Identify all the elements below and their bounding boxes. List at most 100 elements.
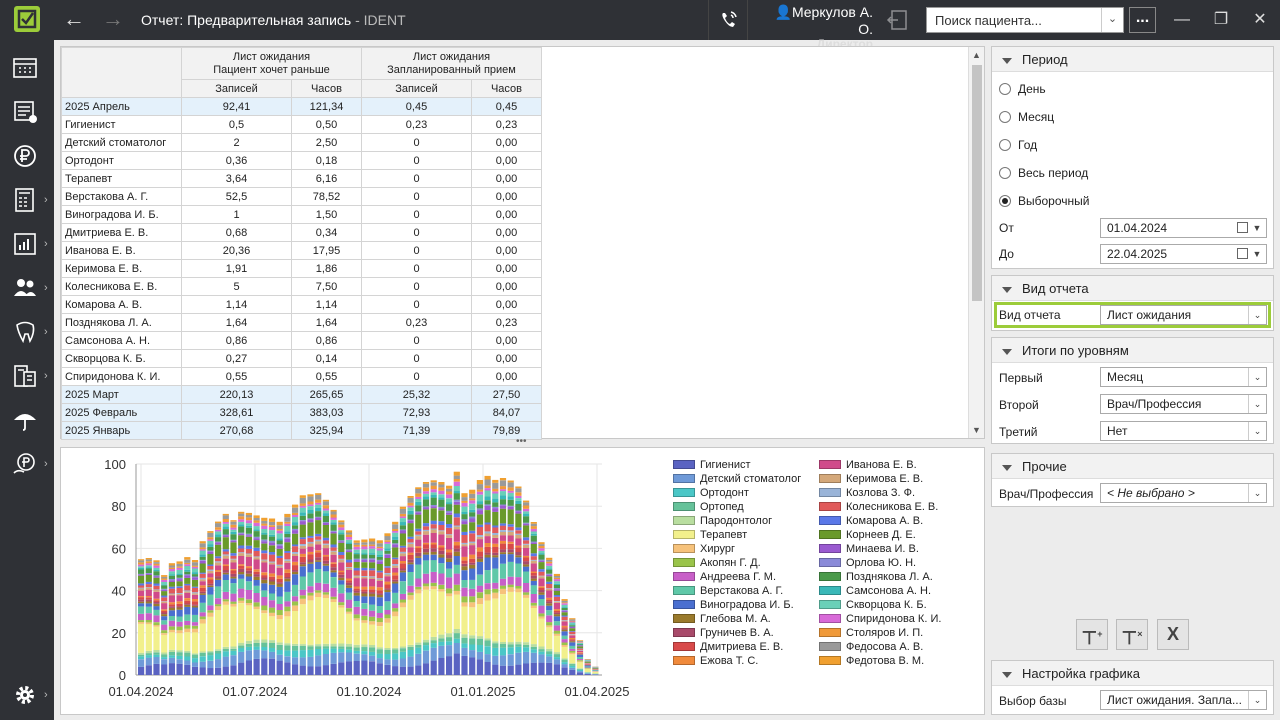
bar-segment[interactable] [469,564,476,569]
bar-segment[interactable] [299,505,306,508]
bar-segment[interactable] [499,588,507,595]
bar-segment[interactable] [576,672,584,675]
bar-segment[interactable] [268,534,276,537]
bar-segment[interactable] [484,640,491,647]
user-block[interactable]: 👤Меркулов А. О. Директор [758,4,873,51]
bar-segment[interactable] [523,592,530,595]
bar-segment[interactable] [215,556,222,559]
bar-segment[interactable] [138,559,145,561]
legend-item[interactable]: Пародонтолог [673,515,772,527]
bar-segment[interactable] [222,537,229,550]
bar-segment[interactable] [307,522,314,536]
bar-segment[interactable] [361,539,368,543]
bar-segment[interactable] [369,538,376,542]
bar-segment[interactable] [453,653,460,675]
view-header[interactable]: Вид отчета [992,276,1273,301]
bar-segment[interactable] [561,628,568,630]
bar-segment[interactable] [253,526,260,530]
bar-segment[interactable] [453,525,460,527]
bar-segment[interactable] [292,570,299,572]
bar-segment[interactable] [538,571,545,576]
bar-segment[interactable] [584,660,591,661]
bar-segment[interactable] [523,525,530,538]
bar-segment[interactable] [561,664,568,668]
bar-segment[interactable] [153,567,160,570]
bar-segment[interactable] [538,559,545,561]
bar-segment[interactable] [353,650,360,654]
bar-segment[interactable] [284,577,291,579]
bar-segment[interactable] [515,641,522,645]
bar-segment[interactable] [338,593,345,603]
bar-segment[interactable] [376,561,383,564]
bar-segment[interactable] [546,568,553,570]
more-button[interactable]: ... [1129,7,1156,33]
bar-segment[interactable] [153,626,160,650]
bar-segment[interactable] [168,579,175,581]
bar-segment[interactable] [499,535,507,541]
bar-segment[interactable] [276,604,283,610]
bar-segment[interactable] [145,563,152,566]
bar-segment[interactable] [315,590,322,593]
bar-segment[interactable] [392,616,399,648]
bar-segment[interactable] [176,593,183,594]
bar-segment[interactable] [222,534,229,536]
bar-segment[interactable] [415,644,422,648]
bar-segment[interactable] [207,579,214,584]
bar-segment[interactable] [469,607,476,636]
bar-segment[interactable] [553,625,560,631]
bar-segment[interactable] [184,564,191,567]
bar-segment[interactable] [222,570,229,573]
bar-segment[interactable] [530,602,537,606]
bar-segment[interactable] [268,651,276,659]
bar-segment[interactable] [276,660,283,675]
bar-segment[interactable] [338,648,345,653]
bar-segment[interactable] [161,652,168,655]
bar-segment[interactable] [184,559,191,563]
bar-segment[interactable] [299,524,306,538]
bar-segment[interactable] [507,591,514,643]
bar-segment[interactable] [523,555,530,558]
bar-segment[interactable] [369,562,376,569]
bar-segment[interactable] [245,525,252,528]
bar-segment[interactable] [222,651,229,657]
bar-segment[interactable] [361,576,368,579]
bar-segment[interactable] [145,655,152,658]
legend-item[interactable]: Виноградова И. Б. [673,599,794,611]
bar-segment[interactable] [538,548,545,551]
bar-segment[interactable] [415,514,422,529]
bar-segment[interactable] [153,606,160,610]
bar-segment[interactable] [469,554,476,559]
bar-segment[interactable] [168,607,175,611]
bar-segment[interactable] [422,534,430,543]
bar-segment[interactable] [268,600,276,608]
bar-segment[interactable] [415,539,422,547]
bar-segment[interactable] [307,600,314,645]
bar-segment[interactable] [376,546,383,549]
bar-segment[interactable] [338,522,345,525]
bar-segment[interactable] [338,652,345,663]
bar-segment[interactable] [330,570,337,573]
group-row[interactable]: 2025 Март 220,13 265,65 25,32 27,50 [61,385,542,404]
bar-segment[interactable] [153,577,160,584]
bar-segment[interactable] [145,597,152,600]
bar-segment[interactable] [392,547,399,558]
bar-segment[interactable] [584,663,591,665]
bar-segment[interactable] [369,610,376,617]
bar-segment[interactable] [222,666,229,675]
bar-segment[interactable] [230,603,237,607]
bar-segment[interactable] [176,581,183,587]
bar-segment[interactable] [584,668,591,673]
bar-segment[interactable] [407,497,414,503]
bar-segment[interactable] [276,540,283,545]
bar-segment[interactable] [407,510,414,515]
bar-segment[interactable] [446,534,453,536]
bar-segment[interactable] [161,588,168,590]
bar-segment[interactable] [245,599,252,603]
bar-segment[interactable] [415,546,422,549]
bar-segment[interactable] [392,649,399,654]
bar-segment[interactable] [438,530,445,532]
bar-segment[interactable] [492,491,499,494]
bar-segment[interactable] [407,547,414,553]
bar-segment[interactable] [161,614,168,617]
bar-segment[interactable] [145,558,152,560]
